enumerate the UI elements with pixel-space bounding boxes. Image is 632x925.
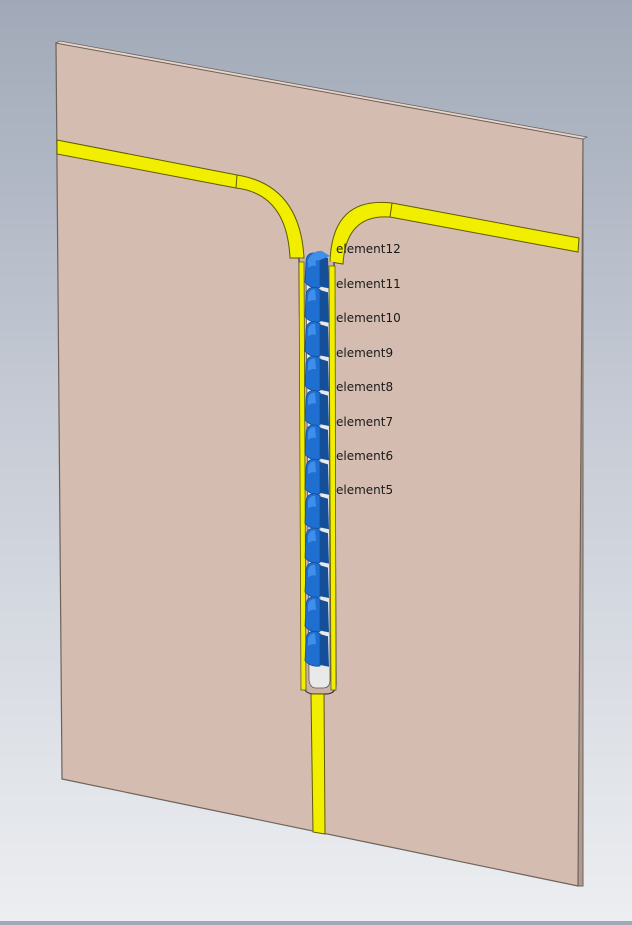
element-label: element12 <box>336 242 401 256</box>
element-stack <box>304 250 330 667</box>
array-element-highlight <box>308 461 316 475</box>
array-element-side <box>318 461 329 495</box>
element-label: element5 <box>336 483 393 497</box>
array-element-side <box>318 358 329 392</box>
element-stack-cap <box>307 250 330 262</box>
element-labels: element12 element11 element10 element9 e… <box>336 242 401 497</box>
array-element[interactable] <box>304 355 329 392</box>
array-element-highlight <box>308 323 316 337</box>
element-label: element8 <box>336 380 393 394</box>
array-element-highlight <box>308 633 316 647</box>
trace-right-branch[interactable] <box>329 201 580 265</box>
array-element[interactable] <box>304 562 329 598</box>
element-label: element9 <box>336 346 393 360</box>
array-element-side <box>318 255 329 289</box>
trace-feed-line[interactable] <box>310 693 326 835</box>
array-element[interactable] <box>304 321 329 358</box>
trace-seam <box>389 202 393 218</box>
array-element[interactable] <box>304 630 329 667</box>
array-element[interactable] <box>304 390 329 426</box>
array-element[interactable] <box>304 424 329 461</box>
array-element-side <box>318 599 329 633</box>
array-element-side <box>318 495 329 530</box>
trace-stem-left[interactable] <box>298 261 307 691</box>
trace-left-branch[interactable] <box>56 139 305 259</box>
array-element-highlight <box>308 530 316 544</box>
element-label: element11 <box>336 277 401 291</box>
element-label: element7 <box>336 415 393 429</box>
array-element-side <box>318 633 329 667</box>
array-element-highlight <box>308 564 316 578</box>
array-element[interactable] <box>304 493 329 530</box>
array-element-highlight <box>308 427 316 440</box>
array-element-side <box>318 530 329 564</box>
array-element-side <box>318 289 329 323</box>
array-element[interactable] <box>304 286 329 323</box>
array-element-highlight <box>308 289 316 303</box>
array-element-side <box>318 564 329 598</box>
substrate-top-edge <box>54 40 589 140</box>
array-element[interactable] <box>304 458 329 495</box>
element-label: element10 <box>336 311 401 325</box>
trace-seam <box>235 174 238 189</box>
array-element-side <box>318 323 329 358</box>
array-element[interactable] <box>304 527 329 564</box>
array-element-highlight <box>308 495 316 509</box>
array-element-highlight <box>308 358 316 372</box>
trace-stem-right[interactable] <box>328 265 337 691</box>
array-element-highlight <box>308 392 316 406</box>
element-label: element6 <box>336 449 393 463</box>
array-element[interactable] <box>304 596 329 633</box>
array-element-side <box>318 392 329 426</box>
array-element-highlight <box>308 599 316 612</box>
array-element-side <box>318 427 329 461</box>
